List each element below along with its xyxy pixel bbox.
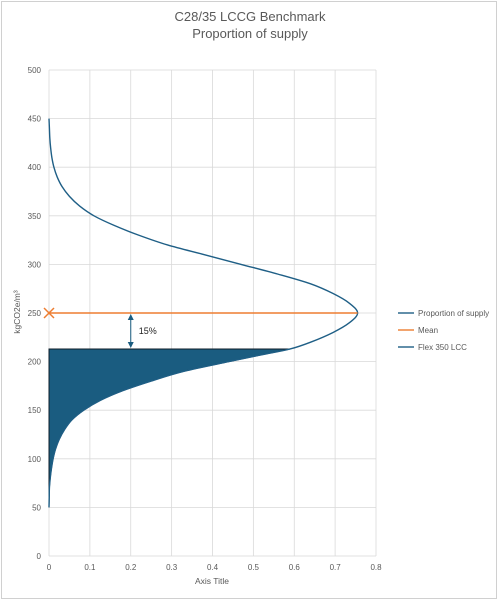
y-tick-label-3: 150 [28,406,42,415]
x-axis-title: Axis Title [195,576,229,586]
y-tick-label-9: 450 [28,115,42,124]
y-tick-label-10: 500 [28,66,42,75]
y-tick-labels: 0 50 100 150 200 250 300 350 400 450 500 [28,66,42,561]
annotation-arrowhead-top [127,314,134,320]
flex-350-lcc-area [48,348,291,508]
x-tick-label-0: 0 [47,563,52,572]
y-tick-label-2: 100 [28,455,42,464]
legend-label-supply: Proportion of supply [418,309,489,318]
y-tick-label-5: 250 [28,309,42,318]
x-tick-label-2: 0.2 [125,563,137,572]
chart-subtitle: Proportion of supply [192,26,308,41]
y-tick-label-8: 400 [28,163,42,172]
y-tick-label-6: 300 [28,260,42,269]
mean-marker [43,307,55,319]
legend-label-mean: Mean [418,326,438,335]
y-tick-label-0: 0 [37,552,42,561]
y-tick-label-4: 200 [28,358,42,367]
legend: Proportion of supply Mean Flex 350 LCC [398,309,489,352]
x-tick-label-6: 0.6 [289,563,301,572]
proportion-of-supply-line [48,118,359,508]
chart-title: C28/35 LCCG Benchmark [174,9,326,24]
annotation-arrowhead-bottom [127,341,134,348]
annotation-label: 15% [139,326,157,336]
x-tick-labels: 0 0.1 0.2 0.3 0.4 0.5 0.6 0.7 0.8 [47,563,382,572]
x-tick-label-8: 0.8 [370,563,382,572]
x-tick-label-7: 0.7 [330,563,342,572]
legend-label-flex: Flex 350 LCC [418,343,467,352]
y-tick-label-7: 350 [28,212,42,221]
y-tick-label-1: 50 [32,503,41,512]
y-axis-title: kgCO2e/m³ [12,290,22,334]
x-tick-label-3: 0.3 [166,563,178,572]
x-tick-label-4: 0.4 [207,563,219,572]
mean-marker-stroke-b [43,307,55,319]
x-tick-label-5: 0.5 [248,563,260,572]
x-tick-label-1: 0.1 [84,563,96,572]
annotation-15-percent: 15% [127,314,157,348]
